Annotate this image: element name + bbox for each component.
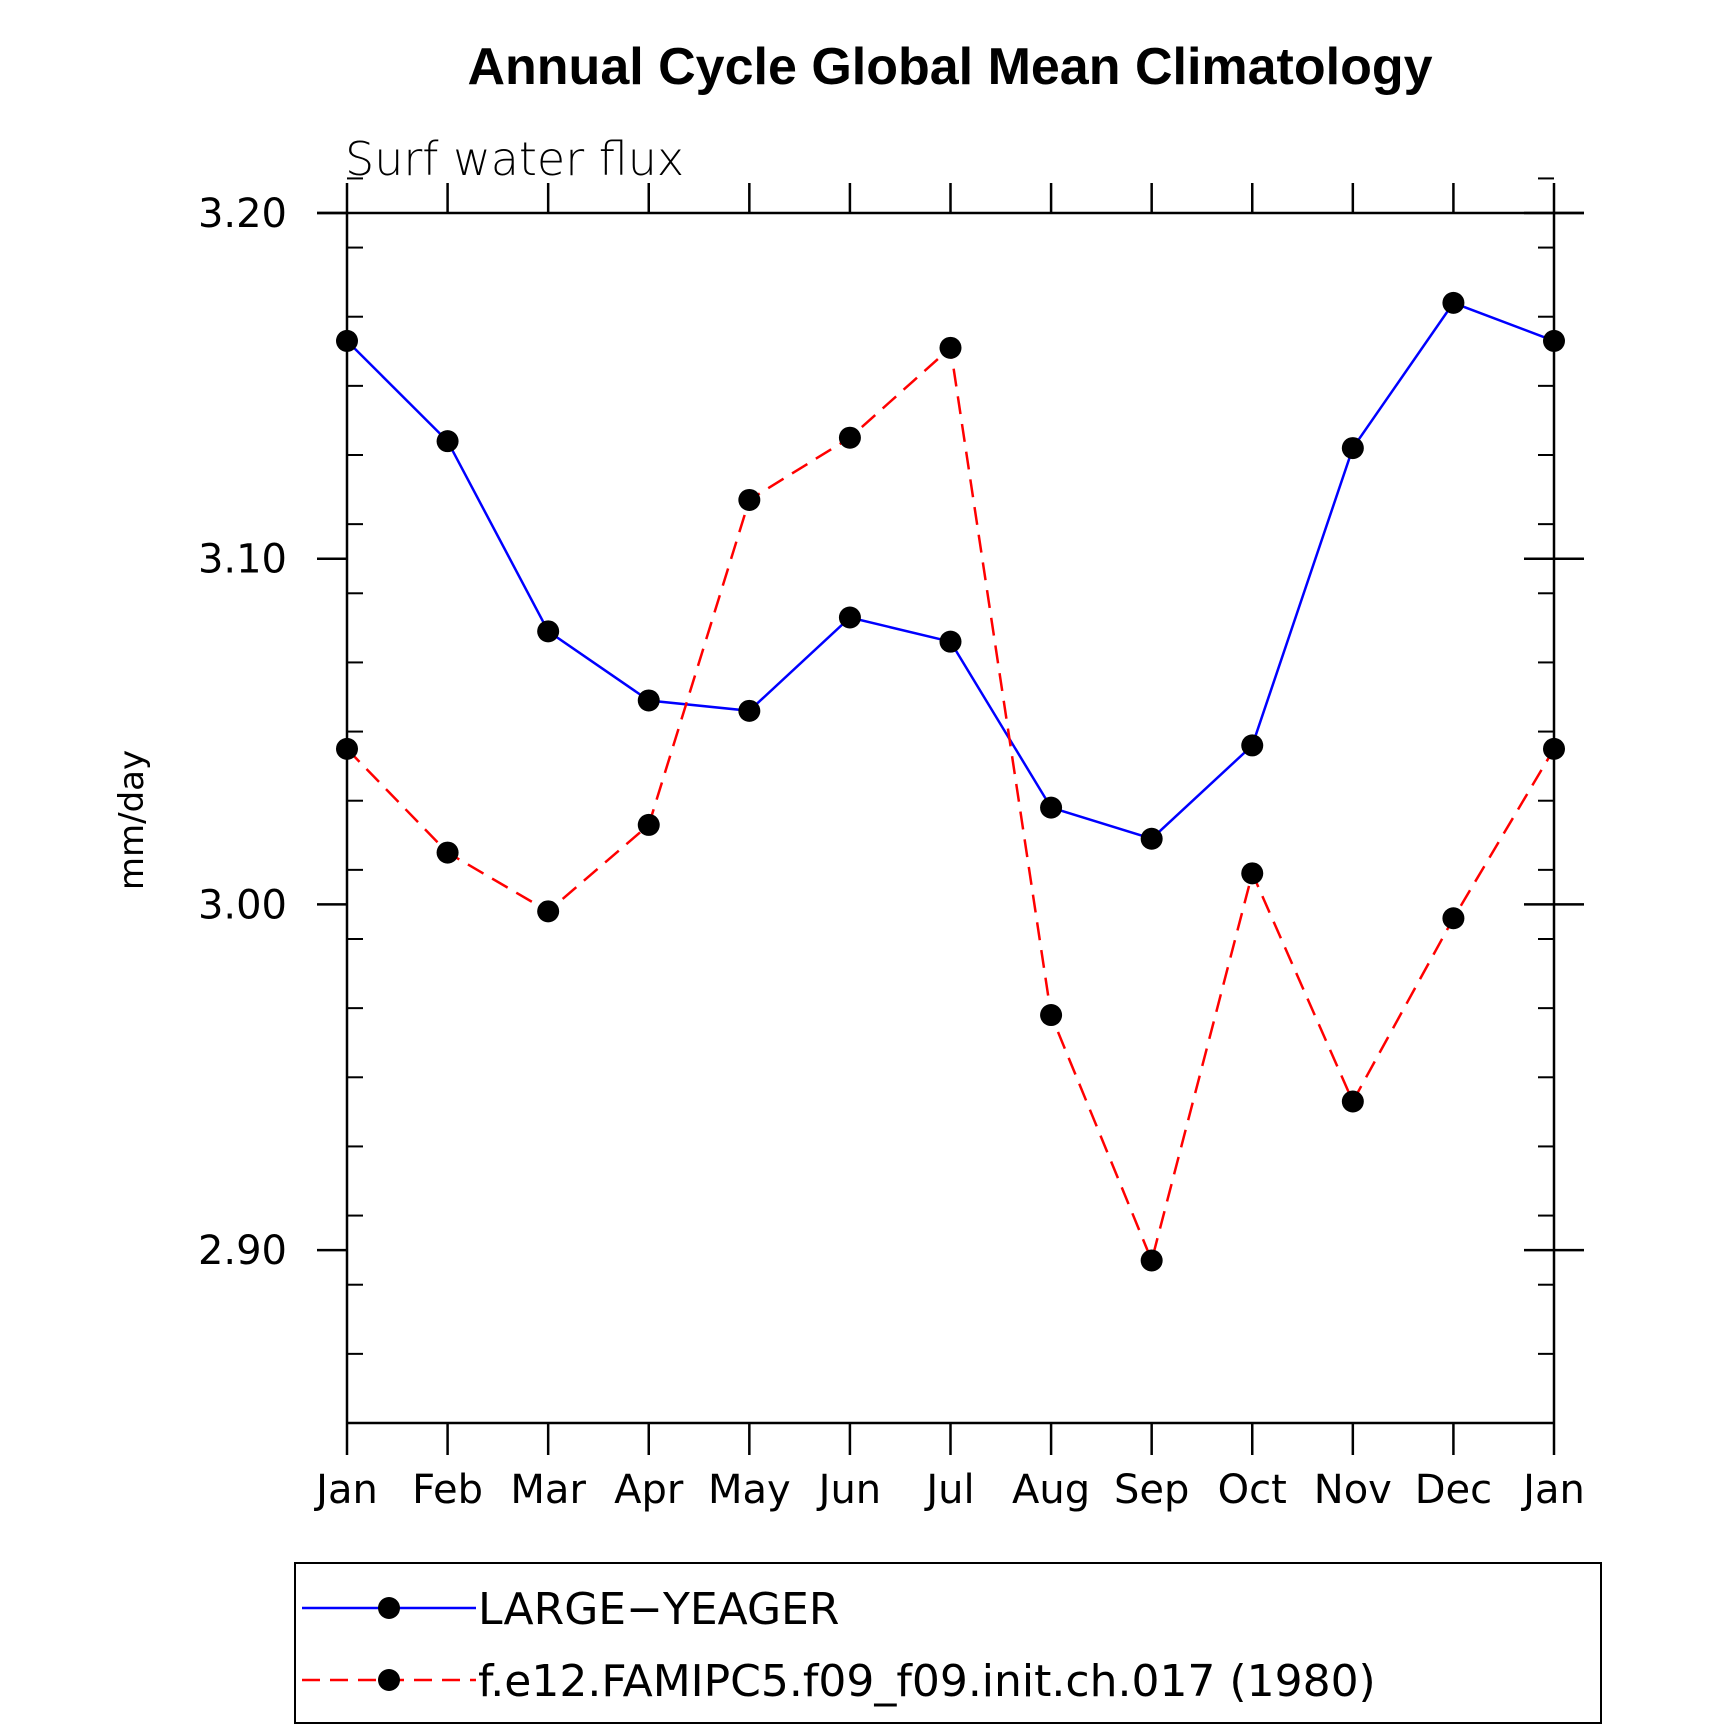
x-tick-label: Dec (1415, 1467, 1492, 1513)
data-point (537, 900, 560, 923)
y-axis-label: mm/day (112, 750, 152, 890)
data-point (1341, 437, 1364, 460)
data-point (1442, 291, 1465, 314)
legend-marker-famipc5 (378, 1669, 400, 1691)
data-point (1140, 1249, 1163, 1272)
x-tick-label: Nov (1314, 1467, 1392, 1513)
x-tick-label: Aug (1012, 1467, 1090, 1513)
data-point (1040, 796, 1063, 819)
data-point (838, 426, 861, 449)
data-point (939, 630, 962, 653)
data-point (1241, 734, 1264, 757)
y-tick-label: 3.20 (198, 191, 287, 237)
data-point (537, 620, 560, 643)
data-point (637, 689, 660, 712)
x-tick-label: Mar (510, 1467, 586, 1513)
chart-subtitle: Surf water flux (345, 132, 684, 186)
y-tick-label: 2.90 (198, 1228, 287, 1274)
series-0 (336, 291, 1565, 850)
x-tick-label: Apr (614, 1467, 684, 1513)
x-tick-label: May (708, 1467, 791, 1513)
legend-label-large-yeager: LARGE−YEAGER (478, 1584, 839, 1635)
x-tick-label: Jul (923, 1467, 974, 1513)
data-point (1543, 329, 1565, 352)
x-tick-label: Jan (313, 1467, 378, 1513)
data-point (336, 329, 358, 352)
y-tick-label: 3.10 (198, 537, 287, 583)
legend-box (294, 1562, 1602, 1724)
data-point (1341, 1090, 1364, 1113)
x-tick-label: Feb (412, 1467, 483, 1513)
chart-title: Annual Cycle Global Mean Climatology (467, 38, 1432, 96)
data-point (436, 430, 459, 453)
data-point (436, 841, 459, 864)
series-1 (336, 336, 1565, 1272)
series-layer (336, 291, 1565, 1272)
legend-marker-large-yeager (378, 1597, 400, 1619)
series-line (346, 301, 1555, 841)
data-point (1140, 827, 1163, 850)
x-tick-label: Sep (1114, 1467, 1189, 1513)
series-line (346, 345, 1556, 1265)
legend-item-famipc5: f.e12.FAMIPC5.f09_f09.init.ch.017 (1980) (302, 1656, 1376, 1707)
data-point (738, 699, 761, 722)
data-point (336, 737, 358, 760)
x-tick-label: Jan (1520, 1467, 1585, 1513)
legend-item-large-yeager: LARGE−YEAGER (302, 1584, 839, 1635)
legend-label-famipc5: f.e12.FAMIPC5.f09_f09.init.ch.017 (1980) (478, 1656, 1376, 1707)
axes: Jan Feb Mar Apr May Jun Jul Aug Sep Oct Nov Dec Jan 2… (198, 177, 1585, 1513)
data-point (1241, 862, 1264, 885)
data-point (939, 336, 962, 359)
data-point (637, 813, 660, 836)
x-tick-label: Oct (1218, 1467, 1287, 1513)
data-point (1442, 907, 1465, 930)
x-tick-label: Jun (816, 1467, 882, 1513)
y-tick-label: 3.00 (198, 882, 287, 928)
data-point (1040, 1004, 1063, 1027)
data-point (838, 606, 861, 629)
data-point (1543, 737, 1565, 760)
data-point (738, 488, 761, 511)
